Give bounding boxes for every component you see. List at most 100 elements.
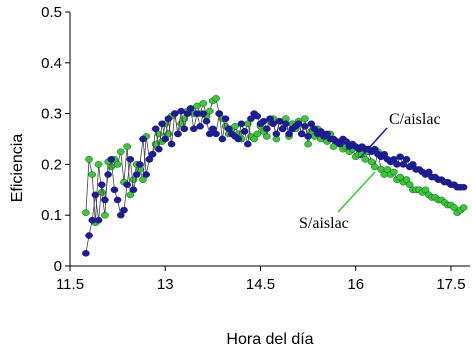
data-point xyxy=(101,211,109,219)
data-point xyxy=(202,117,211,125)
data-point xyxy=(259,117,268,125)
data-point xyxy=(132,171,141,178)
data-point xyxy=(272,130,281,138)
data-point xyxy=(253,112,262,120)
data-point xyxy=(107,163,116,171)
data-point xyxy=(297,130,306,138)
data-point xyxy=(370,163,379,171)
data-point xyxy=(177,107,185,115)
data-point xyxy=(193,102,201,110)
data-point xyxy=(186,105,195,112)
data-point xyxy=(212,95,220,102)
data-point xyxy=(234,135,243,143)
y-tick-label: 0 xyxy=(54,258,62,275)
data-point xyxy=(85,156,93,163)
data-point xyxy=(221,115,230,122)
data-point xyxy=(91,191,100,199)
x-tick-label: 16 xyxy=(347,276,364,293)
data-point xyxy=(243,140,252,148)
data-point xyxy=(158,120,166,128)
data-point xyxy=(136,161,144,168)
data-point xyxy=(110,186,119,194)
data-point xyxy=(215,110,224,117)
data-point xyxy=(151,125,160,133)
data-point xyxy=(167,140,176,148)
x-tick-label: 17.5 xyxy=(436,276,465,293)
annotation-s-aislac: S/aislac xyxy=(299,215,349,232)
data-point xyxy=(212,130,220,138)
annotation-c-aislac: C/aislac xyxy=(389,111,441,128)
data-point xyxy=(275,117,284,125)
data-point xyxy=(139,135,147,143)
data-point xyxy=(190,125,198,133)
data-point xyxy=(304,133,312,140)
data-point xyxy=(82,249,90,257)
data-point xyxy=(94,216,103,224)
y-tick-label: 0.4 xyxy=(41,55,62,72)
data-point xyxy=(180,125,189,133)
data-point xyxy=(282,120,290,128)
series-c-aislac xyxy=(82,105,468,257)
data-point xyxy=(97,181,106,189)
data-point xyxy=(396,153,404,161)
y-tick-label: 0.5 xyxy=(41,4,62,21)
x-tick-label: 11.5 xyxy=(56,276,84,293)
data-point xyxy=(107,156,116,163)
data-point xyxy=(97,189,106,196)
data-point xyxy=(104,171,112,178)
data-point xyxy=(237,120,246,128)
data-point xyxy=(116,148,125,155)
leader-line-c-aislac xyxy=(359,127,388,159)
data-point xyxy=(402,156,411,163)
data-point xyxy=(294,120,303,128)
data-point xyxy=(126,156,135,163)
data-point xyxy=(129,186,138,194)
data-point xyxy=(263,133,271,140)
data-point xyxy=(205,107,214,115)
data-point xyxy=(393,161,401,168)
data-point xyxy=(301,115,309,122)
x-tick-label: 14.5 xyxy=(246,276,275,293)
data-point xyxy=(390,168,398,176)
annotations: C/aislac S/aislac xyxy=(299,111,441,232)
y-tick-label: 0.3 xyxy=(41,106,62,123)
data-point xyxy=(120,206,128,214)
data-point xyxy=(164,115,173,122)
x-tick-label: 13 xyxy=(157,276,174,293)
data-point xyxy=(199,110,208,117)
data-point xyxy=(123,143,131,150)
data-point xyxy=(113,161,122,168)
data-point xyxy=(82,209,90,216)
data-point xyxy=(231,123,239,130)
data-point xyxy=(459,183,468,191)
data-point xyxy=(193,110,201,117)
data-point xyxy=(199,100,208,107)
data-point xyxy=(113,196,122,204)
leader-line-s-aislac xyxy=(337,171,376,213)
data-point xyxy=(85,232,93,239)
data-point xyxy=(196,123,204,130)
data-point xyxy=(161,135,170,143)
data-point xyxy=(269,120,277,128)
data-point xyxy=(142,171,150,178)
y-tick-label: 0.1 xyxy=(41,207,62,224)
y-axis-label: Eficiencia xyxy=(9,134,26,203)
data-point xyxy=(155,145,163,153)
data-point xyxy=(361,156,370,163)
data-point xyxy=(148,150,157,158)
data-point xyxy=(459,204,468,211)
data-point xyxy=(123,181,131,189)
data-point xyxy=(101,196,109,204)
data-point xyxy=(253,130,262,138)
data-point xyxy=(218,135,227,143)
data-point xyxy=(88,171,97,178)
data-point xyxy=(240,128,249,135)
data-point xyxy=(263,125,271,133)
data-point xyxy=(304,140,312,148)
data-point xyxy=(301,123,309,130)
data-point xyxy=(88,216,97,224)
data-point xyxy=(174,130,182,138)
y-tick-label: 0.2 xyxy=(41,156,62,173)
x-axis-label: Hora del día xyxy=(226,331,313,348)
